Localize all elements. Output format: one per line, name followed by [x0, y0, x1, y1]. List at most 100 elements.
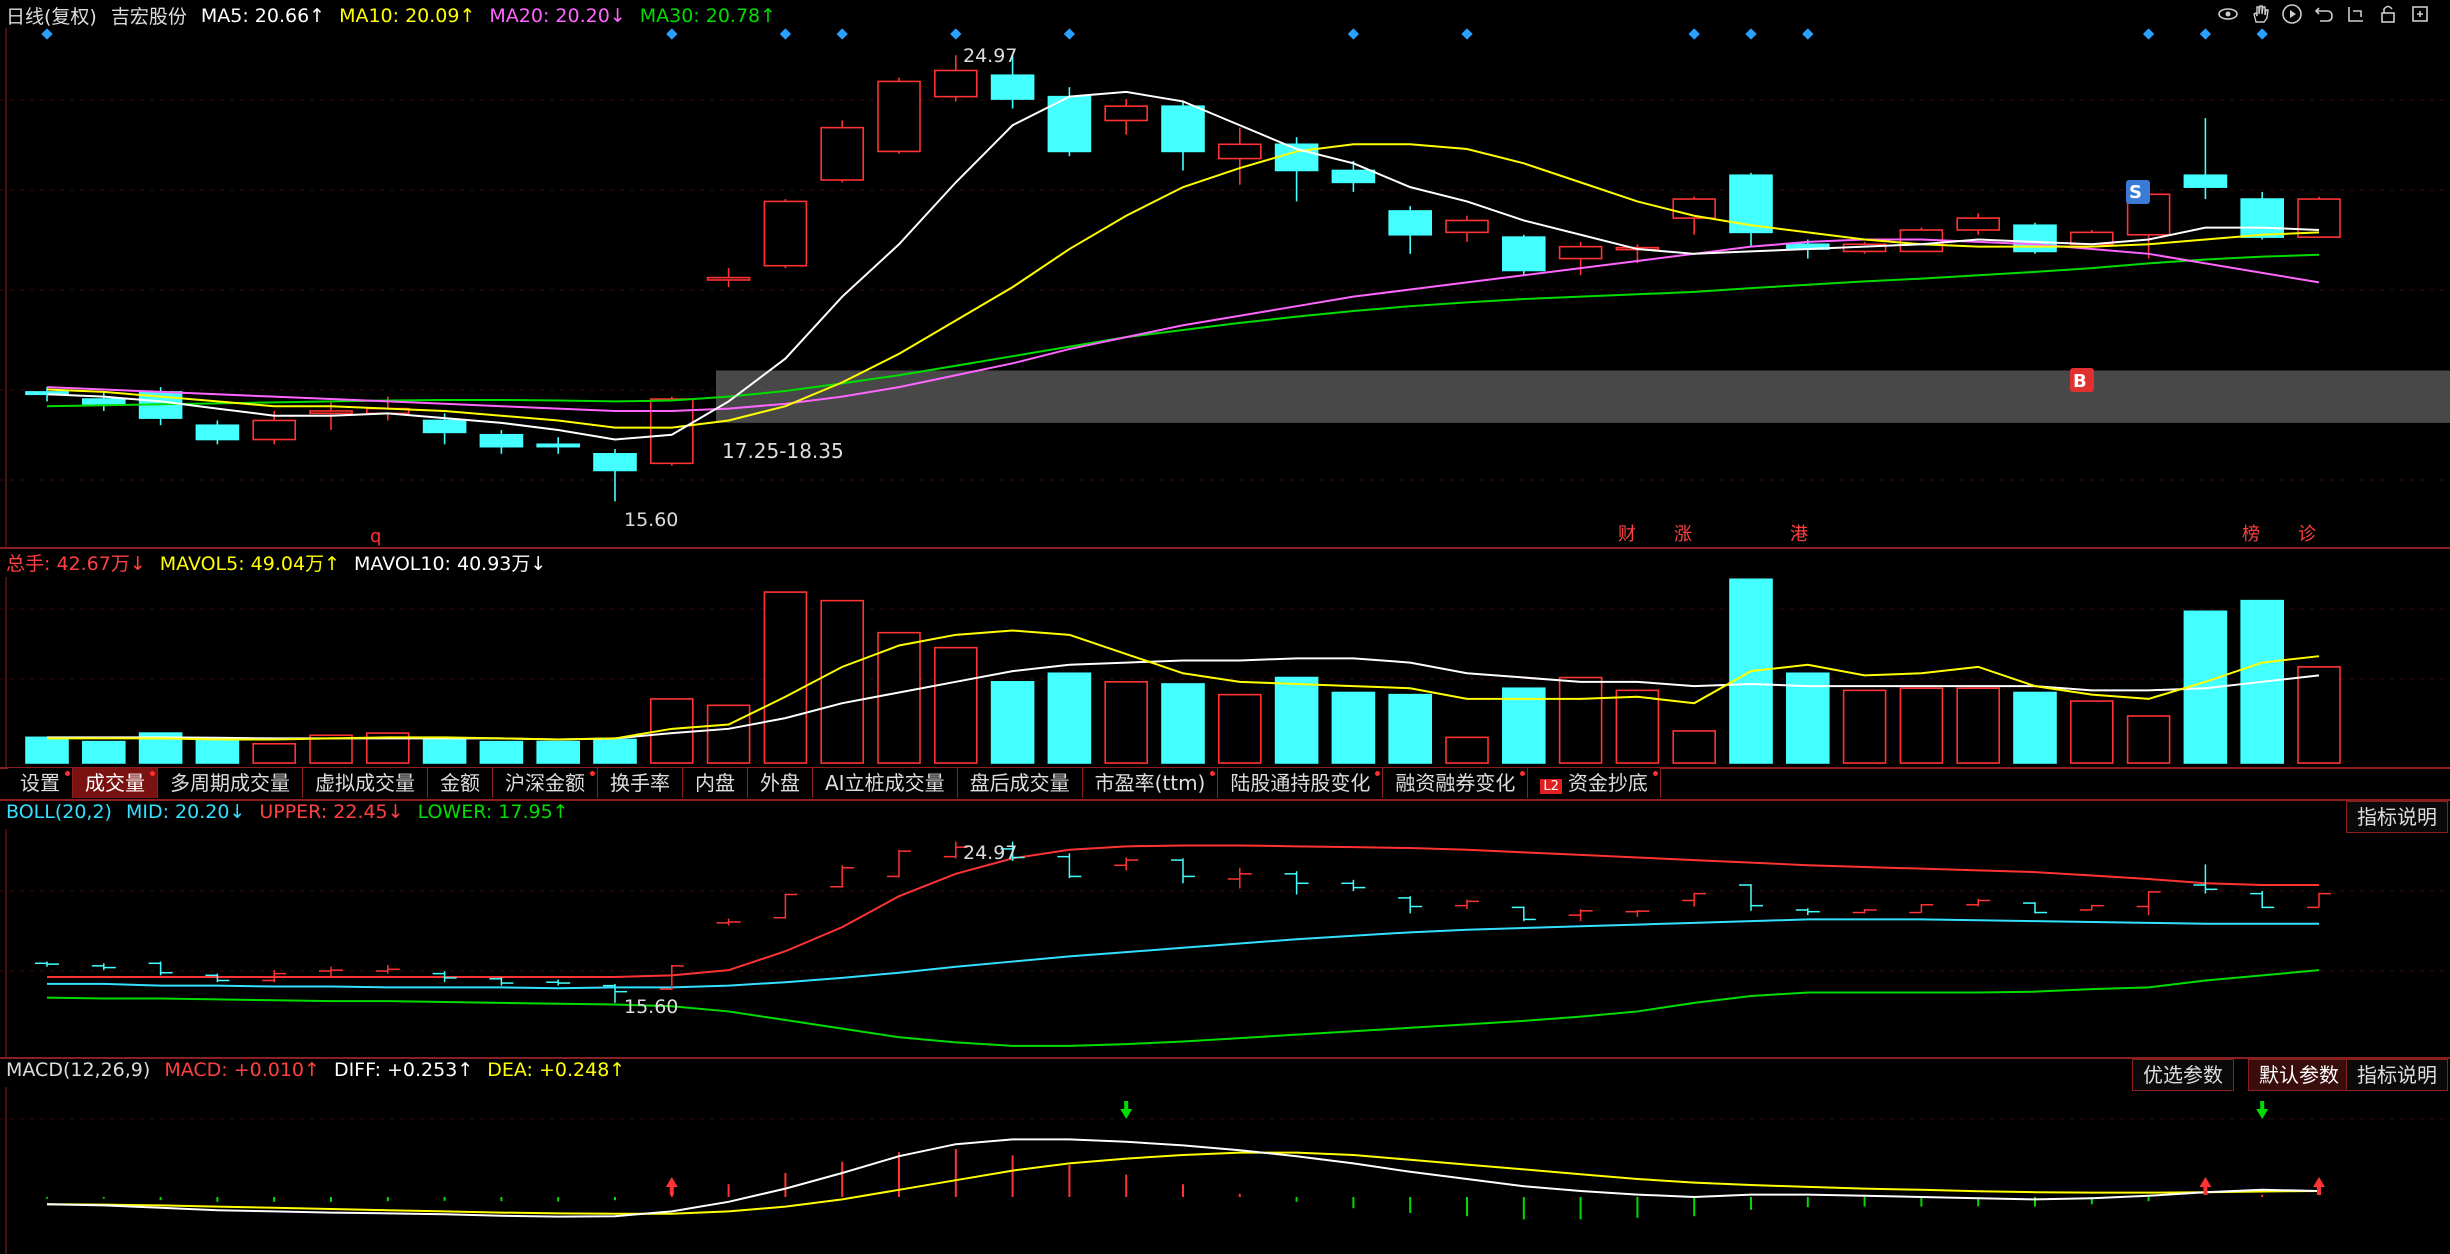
volume-bar	[422, 738, 467, 764]
volume-bar	[1615, 689, 1660, 764]
lock-icon[interactable]	[2376, 2, 2400, 26]
volume-bar	[1842, 689, 1887, 764]
volume-bar	[2070, 700, 2114, 764]
tab-label: 外盘	[760, 771, 800, 795]
expand-icon[interactable]	[2408, 2, 2432, 26]
ma10-value: MA10: 20.09↑	[339, 4, 476, 27]
event-diamond-icon	[950, 28, 962, 40]
candle-body	[2183, 174, 2228, 188]
event-diamond-icon	[836, 28, 848, 40]
volume-bar	[82, 740, 126, 764]
volume-bar	[1218, 693, 1262, 764]
candle-body	[82, 398, 126, 405]
undo-icon[interactable]	[2312, 2, 2336, 26]
buy-marker-label: B	[2073, 371, 2087, 392]
tab-8[interactable]: 外盘	[748, 768, 813, 798]
volume-bar	[479, 740, 524, 764]
tab-11[interactable]: 市盈率(ttm)	[1082, 768, 1219, 798]
tab-10[interactable]: 盘后成交量	[957, 768, 1083, 798]
indicator-tab-bar: 设置 成交量 多周期成交量 虚拟成交量 金额 沪深金额 换手率 内盘 外盘 AI立桩成交量 盘后成交…	[8, 768, 1661, 800]
tab-7[interactable]: 内盘	[683, 768, 748, 798]
tab-6[interactable]: 换手率	[598, 768, 683, 798]
candlestick-chart[interactable]: 24.97 15.60 17.25-18.35 q S B 财 涨 港 榜 诊	[0, 0, 2450, 548]
volume-bar	[990, 681, 1035, 764]
ma30-line	[46, 253, 2320, 408]
tab-label: 成交量	[85, 771, 145, 795]
event-label-zhang[interactable]: 涨	[1674, 524, 1692, 545]
event-diamond-icon	[2256, 28, 2268, 40]
volume-pane[interactable]: 总手: 42.67万↓ MAVOL5: 49.04万↑ MAVOL10: 40.…	[0, 549, 2450, 767]
tab-0[interactable]: 设置	[8, 768, 73, 798]
event-label-bang[interactable]: 榜	[2242, 524, 2260, 545]
volume-bar	[1331, 691, 1376, 764]
volume-bar	[706, 704, 751, 764]
play-icon[interactable]	[2280, 2, 2304, 26]
volume-bar	[2126, 715, 2171, 764]
volume-bar	[1161, 683, 1205, 764]
ma5-line	[46, 90, 2320, 441]
tab-12[interactable]: 陆股通持股变化	[1218, 768, 1384, 798]
tab-2[interactable]: 多周期成交量	[158, 768, 303, 798]
tab-label: 市盈率(ttm)	[1094, 771, 1206, 795]
ma10-line	[46, 143, 2320, 429]
redo-icon[interactable]	[2344, 2, 2368, 26]
sell-marker-label: S	[2129, 182, 2142, 203]
q-marker: q	[370, 526, 381, 547]
tab-label: 金额	[440, 771, 480, 795]
tab-3[interactable]: 虚拟成交量	[303, 768, 428, 798]
boll-lower-value: LOWER: 17.95↑	[417, 801, 569, 823]
macd-chart[interactable]	[0, 1059, 2450, 1254]
pane-divider	[0, 799, 2450, 801]
volume-chart[interactable]	[0, 549, 2450, 767]
tab-dot	[590, 771, 595, 776]
buy-signal-icon	[2070, 368, 2094, 392]
boll-chart[interactable]: 24.97 15.60	[0, 801, 2450, 1058]
tab-14[interactable]: L2 资金抄底	[1528, 768, 1661, 798]
tab-1[interactable]: 成交量	[73, 768, 158, 798]
price-pane[interactable]: 日线(复权) 吉宏股份 MA5: 20.66↑ MA10: 20.09↑ MA2…	[0, 0, 2450, 548]
toolbar-icons	[2216, 2, 2432, 26]
price-range-label: 17.25-18.35	[722, 439, 844, 463]
tab-4[interactable]: 金额	[428, 768, 493, 798]
volume-bar	[25, 736, 69, 764]
golden-cross-arrow-icon	[2199, 1177, 2212, 1195]
tab-label: 多周期成交量	[170, 771, 290, 795]
macd-explain-button[interactable]: 指标说明	[2346, 1059, 2448, 1091]
event-label-cai[interactable]: 财	[1618, 524, 1636, 545]
tab-13[interactable]: 融资融券变化	[1383, 768, 1529, 798]
death-cross-arrow-icon	[1120, 1101, 1133, 1119]
macd-pane[interactable]: MACD(12,26,9) MACD: +0.010↑ DIFF: +0.253…	[0, 1059, 2450, 1254]
candle-body	[2240, 198, 2284, 238]
period-label[interactable]: 日线(复权)	[6, 6, 97, 28]
event-label-gang[interactable]: 港	[1790, 524, 1808, 545]
diff-value: DIFF: +0.253↑	[333, 1059, 474, 1081]
total-volume-value: 总手: 42.67万↓	[6, 553, 146, 575]
event-diamond-icon	[2142, 28, 2155, 40]
tab-dot	[1375, 771, 1381, 776]
event-diamond-icon	[1063, 28, 1076, 40]
volume-bar	[1672, 730, 1716, 764]
boll-upper-value: UPPER: 22.45↓	[259, 801, 404, 823]
preferred-params-button[interactable]: 优选参数	[2132, 1059, 2234, 1091]
tab-9[interactable]: AI立桩成交量	[813, 768, 958, 798]
boll-pane[interactable]: BOLL(20,2) MID: 20.20↓ UPPER: 22.45↓ LOW…	[0, 801, 2450, 1058]
tab-label: 盘后成交量	[969, 771, 1070, 795]
volume-bar	[820, 599, 865, 764]
tab-dot	[150, 771, 155, 776]
candle-body	[933, 69, 978, 98]
volume-bar	[1104, 681, 1148, 764]
macd-value: MACD: +0.010↑	[164, 1059, 320, 1081]
volume-header: 总手: 42.67万↓ MAVOL5: 49.04万↑ MAVOL10: 40.…	[6, 549, 546, 576]
volume-bar	[763, 591, 808, 764]
dea-line	[46, 1151, 2320, 1215]
volume-bar	[1786, 672, 1830, 764]
hand-icon[interactable]	[2248, 2, 2272, 26]
event-label-zhen[interactable]: 诊	[2298, 524, 2316, 545]
tab-5[interactable]: 沪深金额	[493, 768, 598, 798]
eye-icon[interactable]	[2216, 2, 2240, 26]
volume-bar	[877, 631, 921, 764]
boll-name[interactable]: BOLL(20,2)	[6, 801, 112, 823]
boll-explain-button[interactable]: 指标说明	[2346, 801, 2448, 833]
macd-name[interactable]: MACD(12,26,9)	[6, 1059, 151, 1081]
default-params-button[interactable]: 默认参数	[2248, 1059, 2350, 1091]
